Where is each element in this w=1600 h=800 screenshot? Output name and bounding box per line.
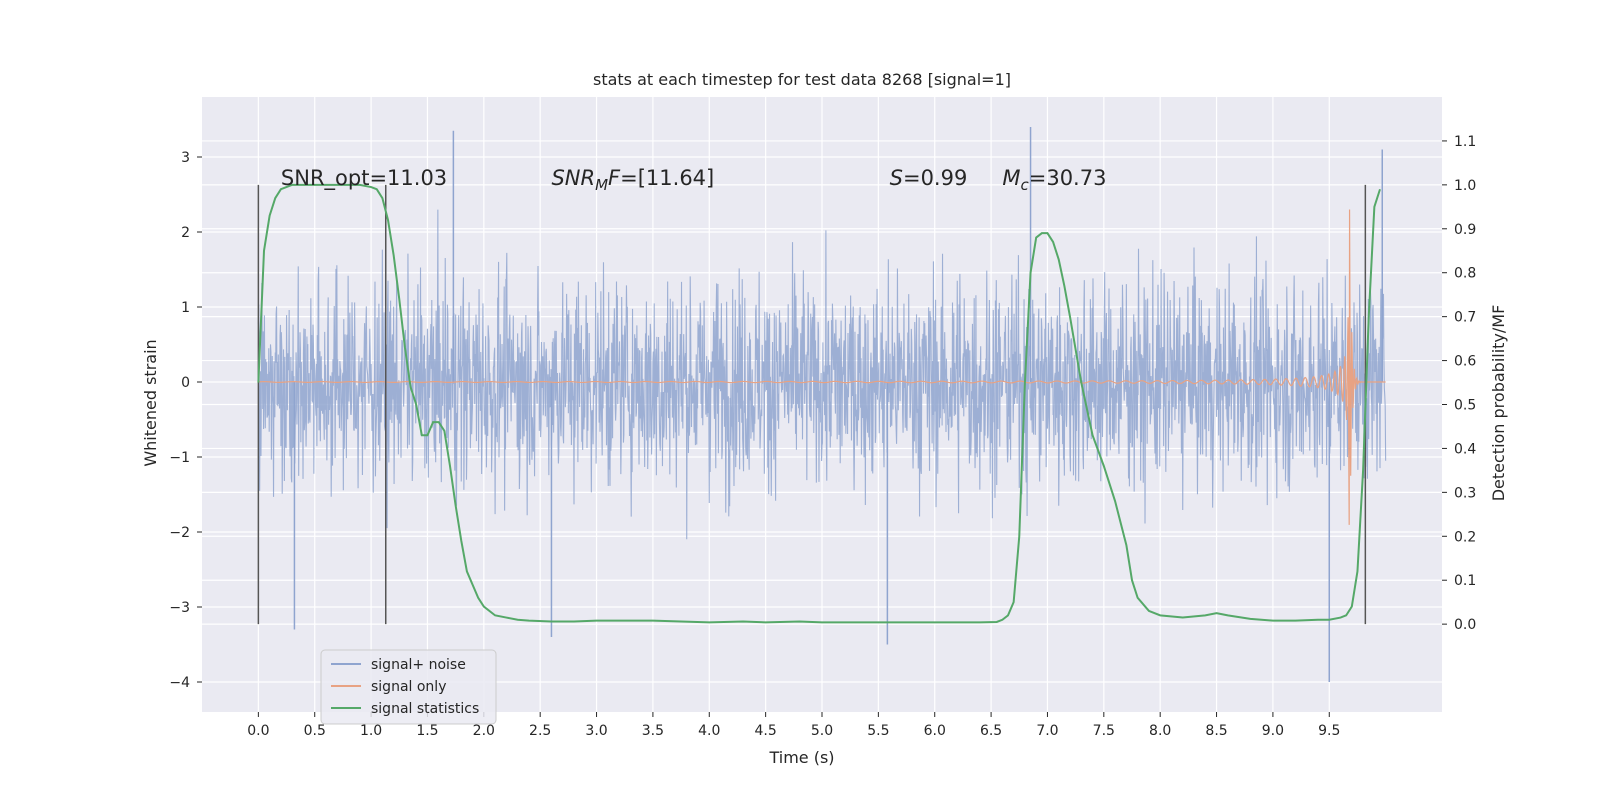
x-tick-label: 1.0 <box>360 723 382 739</box>
y2-tick-label: 1.0 <box>1454 178 1476 194</box>
noise-series <box>257 127 1387 682</box>
y-tick-label: 0 <box>181 375 190 391</box>
mc-annotation: Mc=30.73 <box>1002 166 1106 194</box>
x-tick-label: 4.5 <box>755 723 777 739</box>
x-tick-label: 2.5 <box>529 723 551 739</box>
x-tick-label: 3.0 <box>585 723 607 739</box>
legend-box <box>320 649 497 725</box>
stats-series <box>257 183 1381 624</box>
s-annotation: S=0.99 <box>890 166 968 190</box>
y-tick-label: 3 <box>181 150 190 166</box>
y-tick-label: 2 <box>181 225 190 241</box>
chart-title: stats at each timestep for test data 826… <box>593 70 1011 89</box>
snr-opt-annotation: SNR_opt=11.03 <box>281 166 447 191</box>
signal-series <box>258 209 1386 525</box>
y2-tick-label: 0.3 <box>1454 485 1476 501</box>
y2-tick-label: 0.5 <box>1454 398 1476 414</box>
y-axis-label: Whitened strain <box>141 339 160 466</box>
legend-label-signal: signal only <box>371 679 446 695</box>
y2-tick-label: 0.1 <box>1454 573 1476 589</box>
y2-ticks: 1.1 1.0 0.9 0.8 0.7 0.6 0.5 0.4 0.3 0.2 0.1 0.0 <box>1442 134 1476 633</box>
y2-tick-label: 0.6 <box>1454 354 1476 370</box>
signal-line <box>258 209 1386 525</box>
snr-mf-annotation: SNRMF=[11.64] <box>551 166 714 194</box>
x-tick-label: 3.5 <box>642 723 664 739</box>
noise-line <box>257 209 1387 540</box>
legend: signal+ noise signal only signal statist… <box>320 649 497 725</box>
x-axis-label: Time (s) <box>768 748 834 767</box>
y-tick-label: −2 <box>169 525 190 541</box>
x-tick-label: 8.5 <box>1205 723 1227 739</box>
stats-line <box>257 183 1381 624</box>
x-tick-label: 6.5 <box>980 723 1002 739</box>
y2-tick-label: 0.0 <box>1454 617 1476 633</box>
x-tick-label: 5.5 <box>867 723 889 739</box>
y-tick-label: 1 <box>181 300 190 316</box>
y2-tick-label: 1.1 <box>1454 134 1476 150</box>
y-tick-label: −1 <box>169 450 190 466</box>
y-tick-label: −3 <box>169 600 190 616</box>
y2-tick-label: 0.2 <box>1454 529 1476 545</box>
x-tick-label: 1.5 <box>416 723 438 739</box>
y2-tick-label: 0.9 <box>1454 222 1476 238</box>
y-ticks: 3 2 1 0 −1 −2 −3 −4 <box>169 150 202 691</box>
y2-tick-label: 0.8 <box>1454 266 1476 282</box>
x-tick-label: 7.0 <box>1036 723 1058 739</box>
y2-axis-label: Detection probability/MF <box>1489 305 1508 502</box>
annotations: SNR_opt=11.03 SNRMF=[11.64] S=0.99 Mc=30.73 <box>281 166 1107 194</box>
legend-label-stats: signal statistics <box>371 701 479 717</box>
x-ticks: 0.0 0.5 1.0 1.5 2.0 2.5 3.0 3.5 4.0 4.5 5.0 5.5 6.0 6… <box>247 712 1340 739</box>
x-tick-label: 0.5 <box>304 723 326 739</box>
legend-label-noise: signal+ noise <box>371 657 466 673</box>
x-tick-label: 2.0 <box>473 723 495 739</box>
x-tick-label: 7.5 <box>1093 723 1115 739</box>
x-tick-label: 9.5 <box>1318 723 1340 739</box>
y2-tick-label: 0.4 <box>1454 441 1476 457</box>
x-tick-label: 4.0 <box>698 723 720 739</box>
x-tick-label: 6.0 <box>924 723 946 739</box>
x-tick-label: 9.0 <box>1262 723 1284 739</box>
x-tick-label: 5.0 <box>811 723 833 739</box>
x-tick-label: 8.0 <box>1149 723 1171 739</box>
x-tick-label: 0.0 <box>247 723 269 739</box>
y-tick-label: −4 <box>169 675 190 691</box>
y2-tick-label: 0.7 <box>1454 310 1476 326</box>
